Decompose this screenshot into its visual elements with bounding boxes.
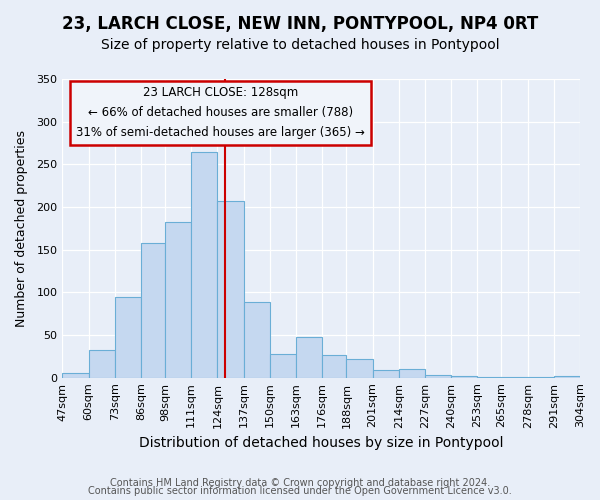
Bar <box>502 377 527 378</box>
Bar <box>217 201 244 378</box>
Bar <box>296 336 322 378</box>
Y-axis label: Number of detached properties: Number of detached properties <box>15 130 28 327</box>
Bar <box>527 377 554 378</box>
Bar <box>270 354 296 378</box>
Text: 23 LARCH CLOSE: 128sqm
← 66% of detached houses are smaller (788)
31% of semi-de: 23 LARCH CLOSE: 128sqm ← 66% of detached… <box>76 86 365 140</box>
Bar <box>399 369 425 378</box>
Bar <box>141 243 165 378</box>
Bar <box>165 222 191 378</box>
Bar <box>477 377 502 378</box>
Bar <box>244 302 270 378</box>
Bar <box>322 354 346 378</box>
Bar <box>191 152 217 378</box>
Bar <box>451 376 477 378</box>
Bar <box>373 370 399 378</box>
Bar <box>115 296 141 378</box>
Bar <box>425 375 451 378</box>
X-axis label: Distribution of detached houses by size in Pontypool: Distribution of detached houses by size … <box>139 436 503 450</box>
Bar <box>89 350 115 378</box>
Text: 23, LARCH CLOSE, NEW INN, PONTYPOOL, NP4 0RT: 23, LARCH CLOSE, NEW INN, PONTYPOOL, NP4… <box>62 15 538 33</box>
Text: Contains public sector information licensed under the Open Government Licence v3: Contains public sector information licen… <box>88 486 512 496</box>
Bar <box>346 359 373 378</box>
Text: Contains HM Land Registry data © Crown copyright and database right 2024.: Contains HM Land Registry data © Crown c… <box>110 478 490 488</box>
Bar <box>554 376 580 378</box>
Text: Size of property relative to detached houses in Pontypool: Size of property relative to detached ho… <box>101 38 499 52</box>
Bar <box>62 372 89 378</box>
